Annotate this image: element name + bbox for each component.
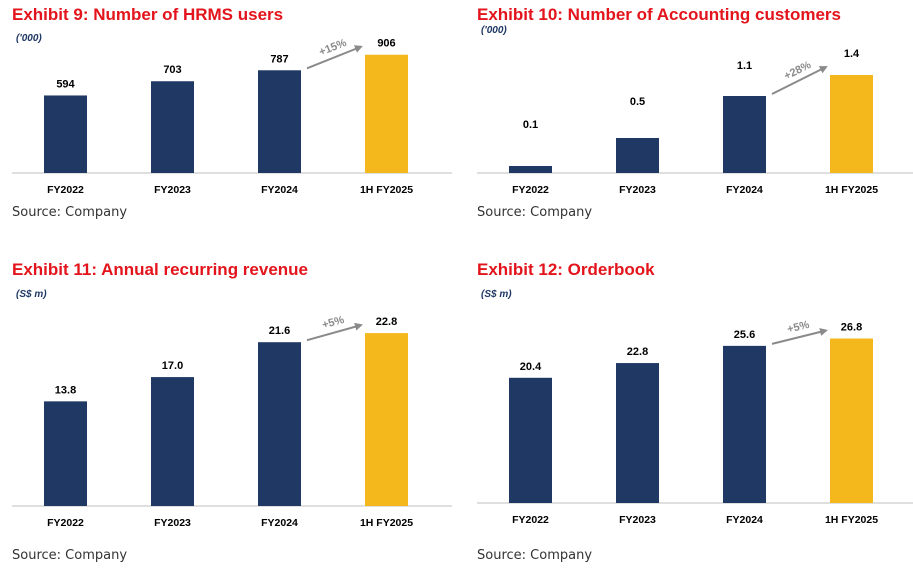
chart-unit: (S$ m) [481, 289, 512, 300]
data-label: 22.8 [376, 316, 397, 328]
bar-1h-fy2025 [830, 338, 873, 503]
x-tick-label: FY2022 [512, 184, 549, 196]
data-label: 22.8 [627, 346, 648, 358]
chart-title: Exhibit 11: Annual recurring revenue [12, 260, 309, 279]
exhibit-12-chart: 20.4 FY2022 22.8 FY2023 25.6 FY2024 26.8 1H FY2… [477, 319, 913, 526]
x-tick-label: FY2024 [726, 184, 763, 196]
x-tick-label: FY2022 [512, 514, 549, 526]
bar-1h-fy2025 [365, 54, 408, 173]
x-tick-label: 1H FY2025 [825, 514, 878, 526]
data-label: 25.6 [734, 329, 755, 341]
growth-label: +5% [786, 319, 811, 336]
growth-label: +28% [782, 59, 813, 83]
data-label: 26.8 [841, 322, 862, 334]
bar-fy2023 [616, 138, 659, 173]
chart-source: Source: Company [477, 548, 593, 563]
exhibit-10-chart: 0.1 FY2022 0.5 FY2023 1.1 FY2024 1.4 1H FY2025 +… [477, 48, 913, 196]
x-tick-label: FY2022 [47, 517, 84, 529]
chart-title: Exhibit 10: Number of Accounting custome… [477, 5, 841, 24]
chart-unit: ('000) [481, 25, 507, 36]
bar-fy2022 [509, 166, 552, 173]
chart-unit: (S$ m) [16, 289, 47, 300]
chart-title: Exhibit 12: Orderbook [477, 260, 655, 279]
exhibit-11-chart: 13.8 FY2022 17.0 FY2023 21.6 FY2024 22.8 1H FY2… [12, 314, 452, 529]
bar-1h-fy2025 [830, 75, 873, 173]
data-label: 20.4 [520, 361, 542, 373]
data-label: 906 [377, 38, 395, 50]
data-label: 594 [56, 78, 75, 90]
bar-fy2024 [723, 96, 766, 173]
data-label: 0.5 [630, 96, 645, 108]
growth-arrow [771, 328, 828, 345]
data-label: 0.1 [523, 119, 538, 131]
bar-fy2022 [44, 95, 87, 173]
data-label: 13.8 [55, 384, 76, 396]
chart-title: Exhibit 9: Number of HRMS users [12, 5, 284, 24]
exhibit-9-panel: Exhibit 9: Number of HRMS users ('000) 5… [12, 5, 452, 230]
data-label: 17.0 [162, 360, 183, 372]
growth-label: +5% [321, 314, 346, 332]
growth-arrow [306, 45, 363, 70]
x-tick-label: FY2024 [261, 184, 298, 196]
exhibit-12-panel: Exhibit 12: Orderbook (S$ m) 20.4 FY2022 2… [477, 260, 913, 570]
exhibit-9-chart: 594 FY2022 703 FY2023 787 FY2024 906 1H FY2025 +… [12, 37, 452, 196]
data-label: 21.6 [269, 325, 290, 337]
chart-source: Source: Company [12, 548, 128, 563]
x-tick-label: FY2022 [47, 184, 84, 196]
x-tick-label: FY2024 [261, 517, 298, 529]
chart-source: Source: Company [12, 205, 128, 220]
data-label: 703 [163, 64, 181, 76]
x-tick-label: 1H FY2025 [360, 517, 413, 529]
growth-arrow [306, 322, 363, 342]
bar-fy2024 [258, 70, 301, 173]
x-tick-label: FY2023 [154, 517, 191, 529]
bar-fy2023 [151, 81, 194, 173]
x-tick-label: 1H FY2025 [825, 184, 878, 196]
bar-fy2022 [44, 401, 87, 506]
bar-fy2023 [151, 377, 194, 506]
x-tick-label: FY2024 [726, 514, 763, 526]
growth-arrow [771, 66, 828, 95]
bar-fy2022 [509, 377, 552, 503]
x-tick-label: FY2023 [154, 184, 191, 196]
x-tick-label: 1H FY2025 [360, 184, 413, 196]
data-label: 1.4 [844, 48, 860, 60]
exhibit-11-panel: Exhibit 11: Annual recurring revenue (S$… [12, 260, 452, 570]
x-tick-label: FY2023 [619, 514, 656, 526]
bar-fy2023 [616, 363, 659, 503]
bar-1h-fy2025 [365, 333, 408, 506]
data-label: 787 [270, 53, 288, 65]
chart-source: Source: Company [477, 205, 593, 220]
bar-fy2024 [723, 345, 766, 503]
exhibit-10-panel: Exhibit 10: Number of Accounting custome… [477, 5, 913, 230]
data-label: 1.1 [737, 60, 752, 72]
x-tick-label: FY2023 [619, 184, 656, 196]
chart-unit: ('000) [16, 33, 42, 44]
growth-label: +15% [317, 37, 348, 59]
bar-fy2024 [258, 342, 301, 506]
